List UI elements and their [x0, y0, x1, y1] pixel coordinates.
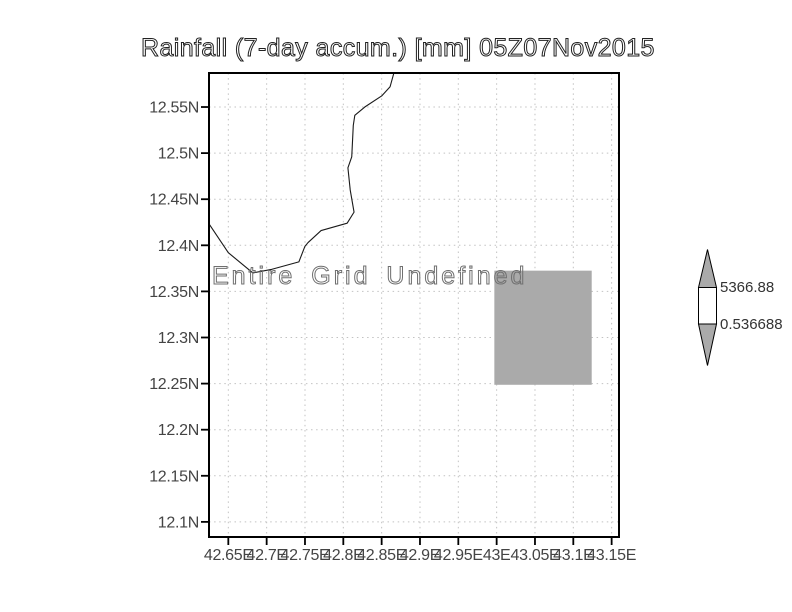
colorbar-bar — [698, 287, 717, 325]
y-tick-label: 12.15N — [149, 468, 199, 485]
x-tick-label: 42.9E — [400, 547, 440, 564]
colorbar-max-label: 5366.88 — [720, 279, 775, 296]
colorbar-down-arrow — [697, 323, 718, 366]
x-tick-label: 42.65E — [204, 547, 253, 564]
x-tick-label: 42.85E — [357, 547, 406, 564]
y-tick-label: 12.1N — [158, 514, 199, 531]
plot-title: Rainfall (7-day accum.) [mm] 05Z07Nov201… — [141, 34, 655, 62]
shaded-region — [494, 270, 592, 385]
y-tick-label: 12.45N — [149, 192, 199, 209]
x-tick-label: 43.1E — [553, 547, 593, 564]
y-tick-label: 12.2N — [158, 422, 199, 439]
colorbar-up-arrow — [697, 249, 718, 288]
x-tick-label: 42.75E — [281, 547, 330, 564]
plot-border — [208, 72, 620, 538]
x-tick-label: 42.95E — [434, 547, 483, 564]
coastline-path — [208, 72, 395, 274]
colorbar-min-label: 0.536688 — [720, 316, 783, 333]
y-tick-label: 12.25N — [149, 376, 199, 393]
x-tick-label: 43E — [483, 547, 511, 564]
y-tick-label: 12.35N — [149, 284, 199, 301]
y-tick-label: 12.3N — [158, 330, 199, 347]
x-tick-label: 43.05E — [511, 547, 560, 564]
entire-grid-undefined-text: Entire Grid Undefined — [211, 262, 528, 290]
x-tick-label: 42.8E — [323, 547, 363, 564]
x-tick-label: 43.15E — [587, 547, 636, 564]
y-tick-label: 12.5N — [158, 146, 199, 163]
y-tick-label: 12.55N — [149, 100, 199, 117]
x-tick-label: 42.7E — [246, 547, 286, 564]
y-tick-label: 12.4N — [158, 238, 199, 255]
